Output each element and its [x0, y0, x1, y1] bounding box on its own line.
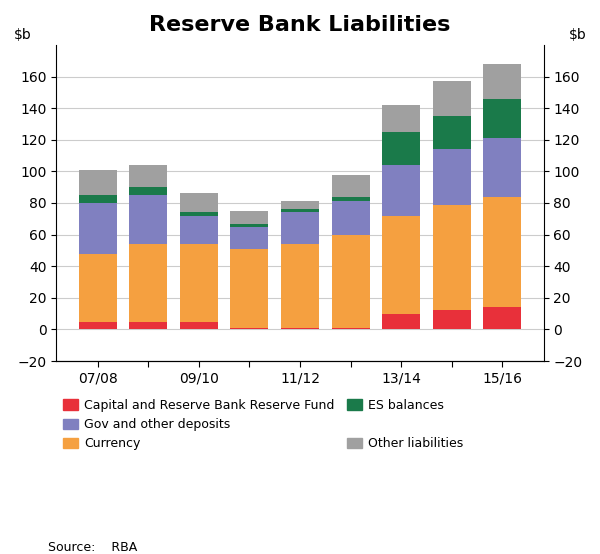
Bar: [230, 227, 268, 249]
Bar: [484, 138, 521, 197]
Bar: [230, 211, 268, 223]
Bar: [281, 328, 319, 330]
Bar: [180, 212, 218, 216]
Bar: [433, 81, 471, 116]
Bar: [433, 310, 471, 330]
Bar: [129, 187, 167, 195]
Bar: [281, 212, 319, 244]
Bar: [230, 328, 268, 330]
Bar: [382, 314, 420, 330]
Text: $b: $b: [13, 28, 31, 42]
Legend: Capital and Reserve Bank Reserve Fund, Gov and other deposits, Currency, ES bala: Capital and Reserve Bank Reserve Fund, G…: [62, 399, 463, 450]
Bar: [129, 321, 167, 330]
Bar: [382, 105, 420, 132]
Title: Reserve Bank Liabilities: Reserve Bank Liabilities: [149, 15, 451, 35]
Text: Source:    RBA: Source: RBA: [48, 541, 137, 554]
Bar: [129, 244, 167, 321]
Bar: [281, 202, 319, 209]
Bar: [79, 321, 116, 330]
Bar: [382, 132, 420, 165]
Bar: [382, 216, 420, 314]
Bar: [484, 64, 521, 99]
Bar: [332, 197, 370, 202]
Bar: [332, 202, 370, 234]
Bar: [332, 328, 370, 330]
Bar: [79, 254, 116, 321]
Bar: [230, 249, 268, 328]
Bar: [281, 209, 319, 212]
Bar: [433, 204, 471, 310]
Bar: [79, 195, 116, 203]
Bar: [332, 175, 370, 197]
Bar: [332, 234, 370, 328]
Bar: [129, 165, 167, 187]
Bar: [230, 223, 268, 227]
Bar: [484, 307, 521, 330]
Text: $b: $b: [569, 28, 587, 42]
Bar: [433, 116, 471, 149]
Bar: [79, 170, 116, 195]
Bar: [382, 165, 420, 216]
Bar: [281, 244, 319, 328]
Bar: [484, 197, 521, 307]
Bar: [79, 203, 116, 254]
Bar: [180, 321, 218, 330]
Bar: [180, 193, 218, 212]
Bar: [180, 244, 218, 321]
Bar: [433, 149, 471, 204]
Bar: [484, 99, 521, 138]
Bar: [129, 195, 167, 244]
Bar: [180, 216, 218, 244]
